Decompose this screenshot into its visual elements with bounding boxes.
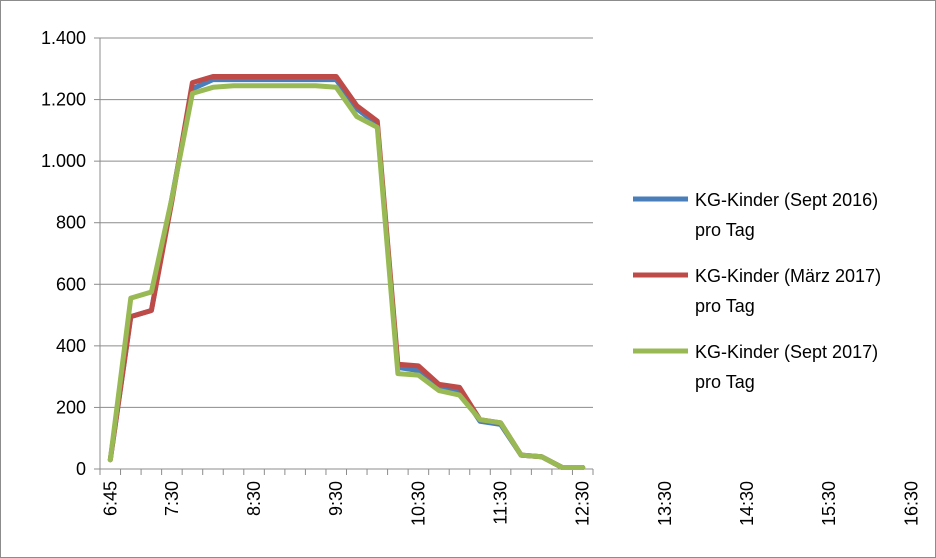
x-tick-label: 7:30 [162, 481, 182, 516]
series-lines [107, 74, 586, 470]
y-tick-label: 1.200 [41, 90, 86, 110]
y-tick-label: 600 [56, 274, 86, 294]
x-tick-label: 12:30 [573, 481, 593, 526]
y-tick-label: 1.000 [41, 151, 86, 171]
y-tick-label: 200 [56, 397, 86, 417]
x-tick-label: 6:45 [100, 481, 120, 516]
x-tick-label: 14:30 [737, 481, 757, 526]
y-tick-label: 0 [76, 459, 86, 479]
y-axis-ticks: 0 200 400 600 800 1.000 1.200 1.400 [41, 28, 100, 479]
series-line-2 [107, 74, 586, 470]
y-tick-label: 400 [56, 336, 86, 356]
x-tick-label: 10:30 [408, 481, 428, 526]
x-tick-label: 13:30 [655, 481, 675, 526]
x-tick-label: 15:30 [819, 481, 839, 526]
x-tick-label: 16:30 [901, 481, 921, 526]
series-line-3 [107, 83, 586, 470]
legend: KG-Kinder (Sept 2016) pro Tag KG-Kinder (M… [633, 190, 881, 392]
legend-label-1: KG-Kinder (Sept 2016) pro Tag [695, 190, 878, 240]
x-tick-label: 11:30 [491, 481, 511, 525]
x-tick-label: 9:30 [326, 481, 346, 516]
x-tick-label: 8:30 [244, 481, 264, 516]
y-tick-label: 1.400 [41, 28, 86, 48]
x-axis-ticks: 6:45 7:30 8:30 9:30 10:30 11:30 12:30 13:30 14:3… [99, 469, 921, 526]
y-tick-label: 800 [56, 213, 86, 233]
legend-label-2: KG-Kinder (März 2017) pro Tag [695, 266, 881, 316]
legend-label-3: KG-Kinder (Sept 2017) pro Tag [695, 342, 878, 392]
